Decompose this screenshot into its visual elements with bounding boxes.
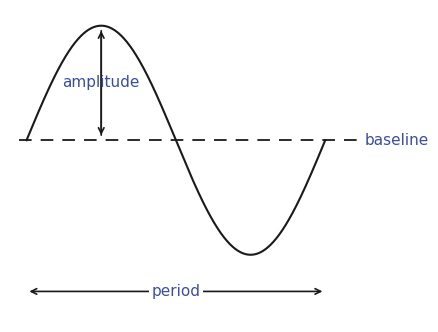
Text: period: period	[151, 284, 200, 299]
Text: baseline: baseline	[364, 133, 427, 148]
Text: amplitude: amplitude	[62, 75, 140, 90]
